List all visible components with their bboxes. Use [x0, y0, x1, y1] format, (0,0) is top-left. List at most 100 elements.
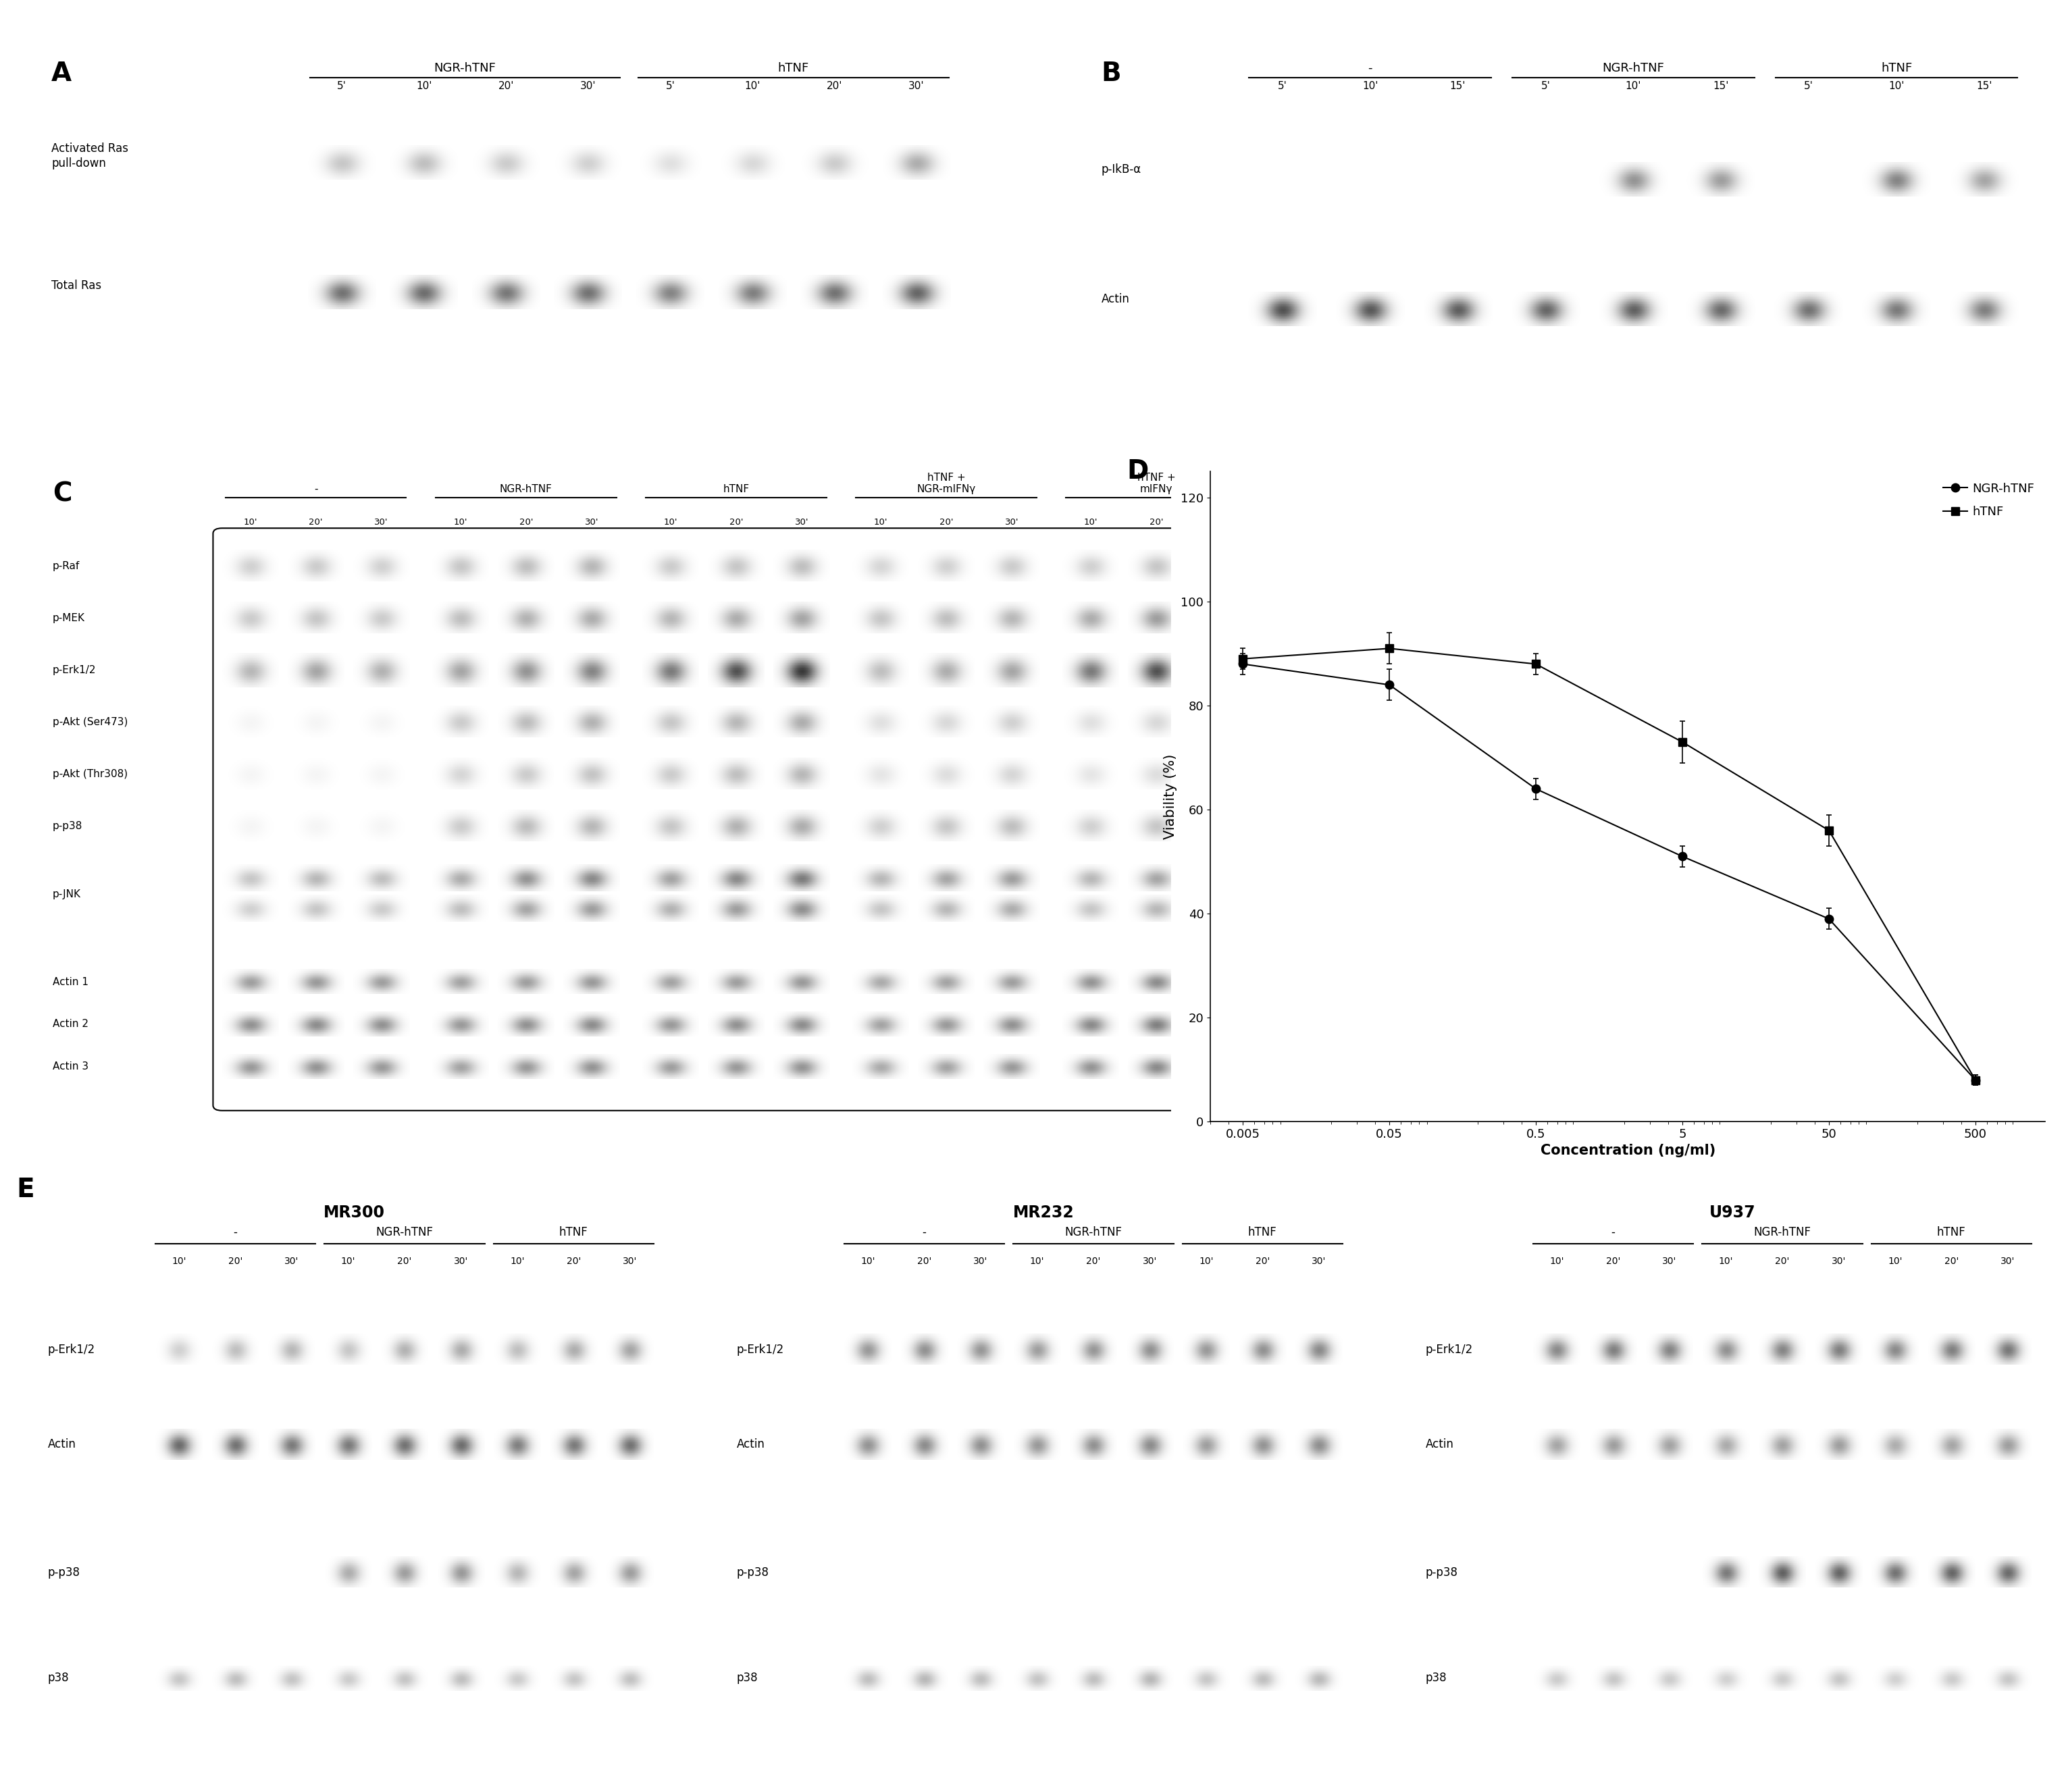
Text: 20': 20'	[729, 518, 744, 527]
Text: 20': 20'	[227, 1256, 242, 1265]
Text: NGR-hTNF: NGR-hTNF	[434, 63, 496, 73]
Text: p-Erk1/2: p-Erk1/2	[52, 665, 97, 676]
Text: 5': 5'	[665, 81, 676, 91]
Text: NGR-hTNF: NGR-hTNF	[1754, 1226, 1812, 1238]
Text: 10': 10'	[1888, 81, 1905, 91]
Text: 20': 20'	[1605, 1256, 1620, 1265]
Text: C: C	[52, 482, 72, 507]
Text: 20': 20'	[310, 518, 322, 527]
Text: 5': 5'	[337, 81, 347, 91]
Text: 20': 20'	[1149, 518, 1163, 527]
Text: 10': 10'	[510, 1256, 525, 1265]
Text: 30': 30'	[1830, 1256, 1845, 1265]
Text: Actin: Actin	[1426, 1437, 1454, 1450]
Text: 10': 10'	[1888, 1256, 1903, 1265]
Text: 30': 30'	[585, 518, 599, 527]
Text: 30': 30'	[622, 1256, 636, 1265]
Text: 30': 30'	[973, 1256, 988, 1265]
Text: 30': 30'	[1215, 518, 1229, 527]
Text: NGR-hTNF: NGR-hTNF	[376, 1226, 434, 1238]
Text: 20': 20'	[940, 518, 952, 527]
Text: 5': 5'	[1277, 81, 1287, 91]
Text: MR300: MR300	[324, 1204, 384, 1220]
Text: p38: p38	[1426, 1672, 1446, 1684]
Text: -: -	[921, 1226, 926, 1238]
Text: hTNF: hTNF	[1248, 1226, 1277, 1238]
Text: 30': 30'	[1312, 1256, 1326, 1265]
Text: p-p38: p-p38	[52, 821, 83, 831]
Text: 10': 10'	[171, 1256, 186, 1265]
Text: 30': 30'	[581, 81, 597, 91]
Text: NGR-hTNF: NGR-hTNF	[500, 484, 552, 495]
Text: 30': 30'	[455, 1256, 469, 1265]
Text: p-IkB-α: p-IkB-α	[1101, 163, 1140, 176]
Text: 5': 5'	[1804, 81, 1814, 91]
Text: Total Ras: Total Ras	[52, 280, 101, 292]
Text: 15': 15'	[1713, 81, 1729, 91]
Text: U937: U937	[1709, 1204, 1756, 1220]
Text: 10': 10'	[1361, 81, 1378, 91]
Text: p-Erk1/2: p-Erk1/2	[48, 1344, 95, 1355]
Text: 20': 20'	[1775, 1256, 1789, 1265]
Text: 30': 30'	[285, 1256, 300, 1265]
Text: hTNF: hTNF	[777, 63, 810, 73]
Text: p-p38: p-p38	[48, 1566, 81, 1579]
Text: 10': 10'	[1029, 1256, 1043, 1265]
Text: 10': 10'	[744, 81, 760, 91]
Text: 30': 30'	[1142, 1256, 1157, 1265]
Text: hTNF: hTNF	[560, 1226, 589, 1238]
Text: p38: p38	[735, 1672, 758, 1684]
Text: 30': 30'	[795, 518, 808, 527]
Text: p-MEK: p-MEK	[52, 613, 85, 624]
Text: NGR-hTNF: NGR-hTNF	[1064, 1226, 1122, 1238]
Text: p-JNK: p-JNK	[52, 889, 81, 900]
Text: 10': 10'	[244, 518, 258, 527]
Text: 10': 10'	[1085, 518, 1097, 527]
X-axis label: Concentration (ng/ml): Concentration (ng/ml)	[1541, 1143, 1715, 1158]
Text: 10': 10'	[862, 1256, 876, 1265]
Text: hTNF: hTNF	[723, 484, 750, 495]
Text: 20': 20'	[498, 81, 514, 91]
Text: p-Raf: p-Raf	[52, 561, 81, 572]
Text: Actin 3: Actin 3	[52, 1061, 89, 1072]
Text: p-Akt (Thr308): p-Akt (Thr308)	[52, 769, 128, 780]
Text: 20': 20'	[397, 1256, 411, 1265]
Text: E: E	[17, 1177, 35, 1202]
Text: 10': 10'	[455, 518, 467, 527]
Text: 10': 10'	[663, 518, 678, 527]
Text: hTNF: hTNF	[1938, 1226, 1967, 1238]
Text: p-Erk1/2: p-Erk1/2	[735, 1344, 783, 1355]
Text: 20': 20'	[519, 518, 533, 527]
Text: 10': 10'	[1719, 1256, 1733, 1265]
Text: B: B	[1101, 61, 1122, 86]
Text: NGR-hTNF: NGR-hTNF	[1603, 63, 1665, 73]
Y-axis label: Viability (%): Viability (%)	[1163, 754, 1178, 839]
Text: p38: p38	[48, 1672, 68, 1684]
Text: 20': 20'	[566, 1256, 581, 1265]
Text: 15': 15'	[1450, 81, 1465, 91]
Text: 20': 20'	[917, 1256, 932, 1265]
Text: Actin: Actin	[1101, 292, 1130, 305]
Text: 30': 30'	[2000, 1256, 2014, 1265]
Text: 5': 5'	[1541, 81, 1550, 91]
Text: Actin: Actin	[48, 1437, 76, 1450]
Text: p-p38: p-p38	[735, 1566, 769, 1579]
Text: hTNF: hTNF	[1880, 63, 1913, 73]
Text: hTNF +
NGR-mIFNγ: hTNF + NGR-mIFNγ	[917, 473, 975, 495]
Text: D: D	[1126, 459, 1149, 484]
Text: -: -	[314, 484, 318, 495]
Text: MR232: MR232	[1012, 1204, 1074, 1220]
Text: 20': 20'	[826, 81, 843, 91]
Text: -: -	[1368, 63, 1372, 73]
Text: 30': 30'	[1004, 518, 1019, 527]
Text: 30': 30'	[374, 518, 388, 527]
Text: 20': 20'	[1087, 1256, 1101, 1265]
Text: A: A	[52, 61, 72, 86]
Text: hTNF +
mIFNγ: hTNF + mIFNγ	[1136, 473, 1176, 495]
Text: 15': 15'	[1977, 81, 1992, 91]
Text: -: -	[1611, 1226, 1616, 1238]
Text: 10': 10'	[1626, 81, 1640, 91]
Text: 10': 10'	[1550, 1256, 1564, 1265]
Text: 10': 10'	[874, 518, 888, 527]
Text: 10': 10'	[341, 1256, 355, 1265]
